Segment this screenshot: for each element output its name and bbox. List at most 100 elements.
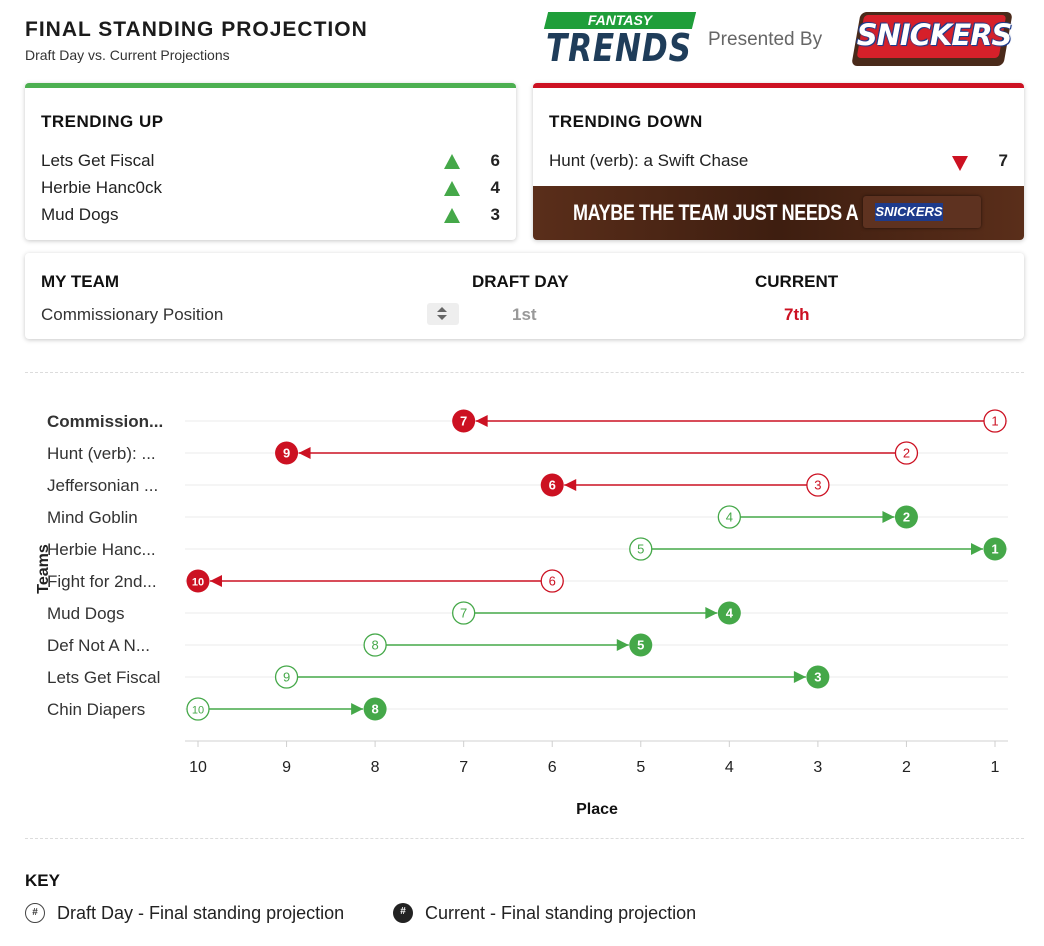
current-point-label: 6	[549, 478, 556, 493]
key-title: KEY	[25, 871, 60, 890]
x-tick-label: 7	[459, 759, 468, 776]
current-point	[275, 441, 299, 465]
divider	[25, 372, 1024, 373]
draft-day-value: 1st	[512, 305, 537, 324]
current-point-label: 4	[726, 606, 734, 621]
team-name: Lets Get Fiscal	[41, 151, 155, 170]
divider	[25, 838, 1024, 839]
draft-day-header: DRAFT DAY	[472, 272, 569, 291]
x-tick-label: 3	[813, 759, 822, 776]
snickers-bar-image: SNICKERS	[863, 196, 981, 228]
my-team-header: MY TEAM	[41, 272, 120, 291]
current-point-label: 7	[460, 414, 467, 429]
x-tick-label: 8	[371, 759, 380, 776]
current-point-label: 8	[371, 702, 378, 717]
team-label: Commission...	[47, 412, 163, 431]
trending-up-row: Herbie Hanc0ck 4	[41, 178, 500, 202]
arrow-up-icon	[444, 208, 460, 223]
team-label: Mud Dogs	[47, 604, 124, 623]
team-label: Jeffersonian ...	[47, 476, 158, 495]
x-tick-label: 2	[902, 759, 911, 776]
presented-by-text: Presented By	[708, 29, 823, 50]
current-point-label: 3	[814, 670, 821, 685]
team-name: Mud Dogs	[41, 205, 119, 224]
x-tick-label: 5	[636, 759, 645, 776]
caret-down-icon	[437, 315, 447, 320]
x-axis-title: Place	[576, 801, 618, 818]
draft-day-point-label: 4	[726, 510, 733, 525]
team-select-stepper[interactable]	[427, 303, 459, 325]
draft-day-point-label: 9	[283, 670, 290, 685]
current-point	[540, 473, 564, 497]
draft-day-point-label: 6	[549, 574, 556, 589]
team-label: Chin Diapers	[47, 700, 145, 719]
draft-day-point	[983, 409, 1007, 433]
team-label: Mind Goblin	[47, 508, 138, 527]
ad-banner-text: MAYBE THE TEAM JUST NEEDS A	[573, 200, 859, 225]
arrow-up-icon	[444, 154, 460, 169]
draft-day-point	[186, 697, 210, 721]
current-point	[186, 569, 210, 593]
key-current-item: # Current - Final standing projection	[393, 903, 696, 924]
current-point-label: 5	[637, 638, 644, 653]
trending-down-card: TRENDING DOWN Hunt (verb): a Swift Chase…	[533, 83, 1024, 240]
draft-day-point-label: 3	[814, 478, 821, 493]
hollow-circle-icon: #	[25, 903, 45, 924]
caret-up-icon	[437, 307, 447, 312]
current-point	[717, 601, 741, 625]
current-point	[363, 697, 387, 721]
x-tick-label: 9	[282, 759, 291, 776]
trending-up-row: Mud Dogs 3	[41, 205, 500, 229]
page-title: FINAL STANDING PROJECTION	[25, 18, 368, 41]
page-subtitle: Draft Day vs. Current Projections	[25, 47, 230, 63]
current-point	[806, 665, 830, 689]
y-axis-title: Teams	[35, 544, 52, 594]
trending-up-title: TRENDING UP	[41, 112, 164, 131]
key-current-label: Current - Final standing projection	[425, 903, 697, 923]
draft-day-point	[717, 505, 741, 529]
current-point-label: 2	[903, 510, 910, 525]
change-value: 6	[490, 151, 500, 170]
team-name: Herbie Hanc0ck	[41, 178, 162, 197]
team-label: Fight for 2nd...	[47, 572, 157, 591]
current-value: 7th	[784, 305, 810, 324]
trending-up-row: Lets Get Fiscal 6	[41, 151, 500, 175]
my-team-card: MY TEAM DRAFT DAY CURRENT Commissionary …	[25, 253, 1024, 339]
team-label: Herbie Hanc...	[47, 540, 156, 559]
trending-down-title: TRENDING DOWN	[549, 112, 703, 131]
current-point	[452, 409, 476, 433]
draft-day-point	[806, 473, 830, 497]
snickers-logo-text: SNICKERS	[856, 18, 1012, 52]
arrow-down-icon	[952, 156, 968, 171]
x-tick-label: 1	[991, 759, 1000, 776]
key-draft-item: # Draft Day - Final standing projection	[25, 903, 344, 924]
logo-trends-text: TRENDS	[546, 26, 692, 70]
snickers-bar-label: SNICKERS	[875, 203, 943, 221]
draft-day-point	[274, 665, 299, 689]
draft-day-point	[363, 633, 387, 657]
draft-day-point-label: 7	[460, 606, 467, 621]
team-label: Def Not A N...	[47, 636, 150, 655]
snickers-logo: SNICKERS	[851, 12, 1013, 66]
fantasy-trends-logo: FANTASY TRENDS	[543, 12, 697, 70]
x-tick-label: 4	[725, 759, 734, 776]
current-header: CURRENT	[755, 272, 839, 291]
current-point-label: 10	[192, 577, 204, 589]
snickers-ad-banner[interactable]: MAYBE THE TEAM JUST NEEDS A SNICKERS	[533, 186, 1024, 240]
draft-day-point	[894, 441, 919, 465]
change-value: 3	[490, 205, 500, 224]
change-value: 7	[998, 151, 1008, 170]
draft-day-point	[452, 601, 476, 625]
team-label: Hunt (verb): ...	[47, 444, 156, 463]
key-symbol: #	[400, 906, 406, 918]
standings-dumbbell-chart: Commission... Hunt (verb): ... Jeffersonia…	[47, 409, 1008, 818]
current-point	[983, 537, 1007, 561]
trending-up-card: TRENDING UP Lets Get Fiscal 6 Herbie Han…	[25, 83, 516, 240]
x-tick-label: 6	[548, 759, 557, 776]
filled-circle-icon: #	[393, 903, 413, 924]
team-select-value[interactable]: Commissionary Position	[41, 305, 224, 324]
trending-down-row: Hunt (verb): a Swift Chase 7	[549, 151, 1008, 175]
draft-day-point-label: 5	[637, 542, 644, 557]
team-label: Lets Get Fiscal	[47, 668, 160, 687]
key-draft-label: Draft Day - Final standing projection	[57, 903, 345, 923]
